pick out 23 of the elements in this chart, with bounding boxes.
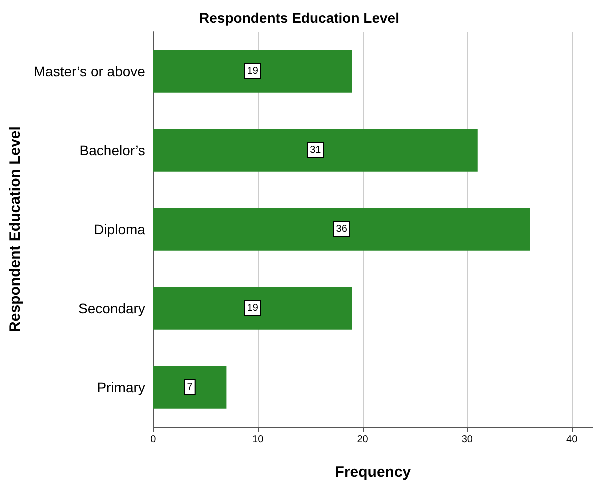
y-tick-label: Secondary bbox=[78, 300, 146, 316]
data-label: 19 bbox=[247, 303, 259, 314]
x-tick-label: 40 bbox=[566, 434, 578, 446]
x-tick-label: 0 bbox=[150, 434, 157, 446]
y-tick-label: Diploma bbox=[94, 222, 146, 238]
data-label: 31 bbox=[310, 145, 322, 156]
data-label: 19 bbox=[247, 66, 259, 77]
bar bbox=[153, 208, 530, 251]
x-tick-label: 30 bbox=[462, 434, 474, 446]
x-tick-label: 10 bbox=[252, 434, 264, 446]
y-tick-label: Primary bbox=[97, 380, 146, 396]
data-label: 36 bbox=[336, 224, 348, 235]
bar bbox=[153, 129, 478, 172]
y-tick-label: Bachelor’s bbox=[80, 142, 146, 158]
x-tick-label: 20 bbox=[357, 434, 369, 446]
y-tick-label: Master’s or above bbox=[34, 64, 146, 80]
chart-title: Respondents Education Level bbox=[200, 10, 400, 26]
bar bbox=[153, 366, 227, 409]
y-axis-title: Respondent Education Level bbox=[7, 126, 24, 332]
bar bbox=[153, 287, 352, 330]
x-axis-title: Frequency bbox=[335, 464, 412, 481]
data-label: 7 bbox=[187, 382, 194, 393]
bar bbox=[153, 50, 352, 93]
